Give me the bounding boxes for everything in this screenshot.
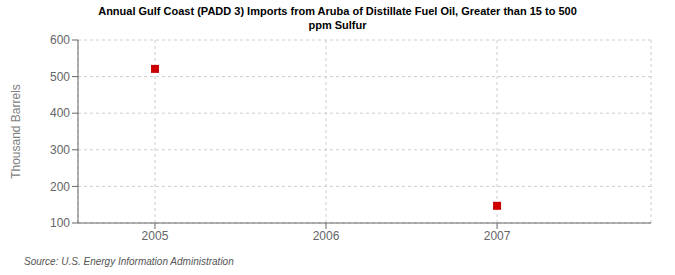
- html-text:Source: U.S. Energy Informatio: Source: U.S. Energy Information Administ…: [24, 256, 234, 267]
- svg-text:2006: 2006: [313, 229, 340, 243]
- svg-text:Thousand Barrels: Thousand Barrels: [9, 84, 23, 179]
- svg-text:400: 400: [50, 106, 70, 120]
- svg-text:100: 100: [50, 216, 70, 230]
- html-text:Annual Gulf Coast (PADD 3) Imp: Annual Gulf Coast (PADD 3) Imports from …: [98, 5, 577, 17]
- svg-text:200: 200: [50, 180, 70, 194]
- svg-text:300: 300: [50, 143, 70, 157]
- svg-text:2007: 2007: [484, 229, 511, 243]
- svg-text:500: 500: [50, 70, 70, 84]
- svg-text:600: 600: [50, 33, 70, 47]
- html-text:ppm Sulfur: ppm Sulfur: [308, 19, 367, 31]
- svg-text:2005: 2005: [142, 229, 169, 243]
